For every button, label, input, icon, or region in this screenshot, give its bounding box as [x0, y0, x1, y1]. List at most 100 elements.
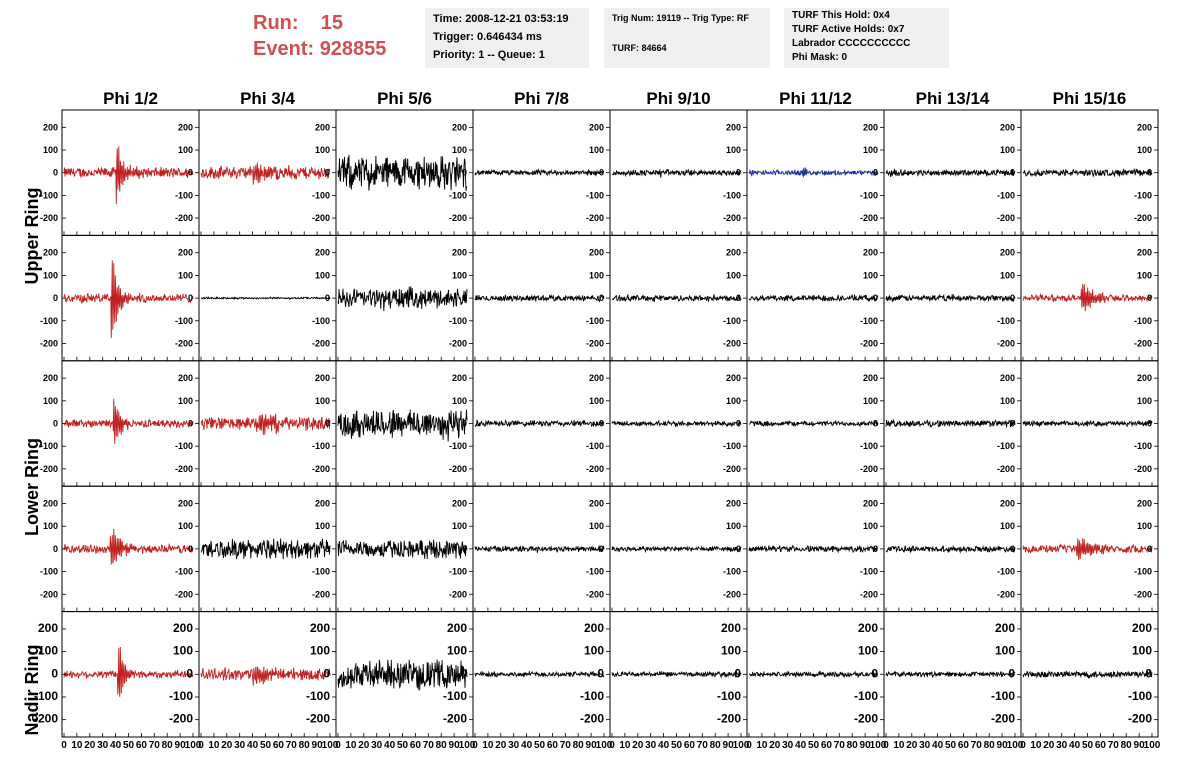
- y-tick-label: -100: [1134, 441, 1152, 451]
- y-tick-label-left: -200: [34, 712, 58, 726]
- x-tick-label: 10: [1030, 740, 1042, 751]
- x-tick-label: 50: [397, 740, 409, 751]
- y-tick-label: 0: [873, 168, 878, 178]
- y-tick-label: 200: [1137, 248, 1152, 258]
- waveform-trace: [337, 286, 468, 312]
- y-tick-label: -100: [997, 441, 1015, 451]
- y-tick-label: 100: [589, 396, 604, 406]
- y-tick-label-left: 0: [53, 544, 58, 554]
- y-tick-label: -100: [449, 567, 467, 577]
- y-tick-label: 100: [589, 270, 604, 280]
- x-tick-label: 20: [495, 740, 507, 751]
- y-tick-label: 0: [1010, 293, 1015, 303]
- time-line: Time: 2008-12-21 03:53:19: [433, 13, 569, 25]
- y-tick-label-left: 0: [53, 293, 58, 303]
- y-tick-label: -200: [580, 712, 604, 726]
- x-tick-label: 40: [1069, 740, 1081, 751]
- waveform-trace: [885, 544, 1016, 554]
- x-tick-label: 70: [834, 740, 846, 751]
- turf-line: TURF: 84664: [612, 43, 667, 53]
- x-tick-label: 70: [697, 740, 709, 751]
- y-tick-label: -200: [1134, 213, 1152, 223]
- run-label: Run:: [253, 12, 299, 34]
- y-tick-label: -100: [175, 567, 193, 577]
- waveform-trace: [474, 419, 605, 428]
- y-tick-label: 200: [310, 621, 330, 635]
- trigger-line: Trigger: 0.646434 ms: [433, 31, 542, 43]
- y-tick-label: 100: [1137, 521, 1152, 531]
- x-tick-label: 60: [1095, 740, 1107, 751]
- y-tick-label: -100: [312, 316, 330, 326]
- x-tick-label: 80: [299, 740, 311, 751]
- x-tick-label: 100: [459, 740, 476, 751]
- y-tick-label: 100: [726, 145, 741, 155]
- x-tick-label: 80: [710, 740, 722, 751]
- x-tick-label: 90: [586, 740, 598, 751]
- y-tick-label: -200: [991, 712, 1015, 726]
- y-tick-label-left: 200: [43, 373, 58, 383]
- y-tick-label: 0: [599, 544, 604, 554]
- y-tick-label: -100: [991, 689, 1015, 703]
- y-tick-label: -200: [723, 213, 741, 223]
- y-tick-label: 0: [188, 419, 193, 429]
- x-tick-label: 100: [870, 740, 887, 751]
- y-tick-label: -200: [723, 338, 741, 348]
- y-tick-label-left: -100: [34, 689, 58, 703]
- y-tick-label: -100: [723, 567, 741, 577]
- y-tick-label: 0: [599, 293, 604, 303]
- column-title: Phi 9/10: [646, 89, 710, 108]
- y-tick-label: -100: [586, 316, 604, 326]
- waveform-trace: [337, 659, 468, 691]
- x-tick-label: 20: [906, 740, 918, 751]
- y-tick-label: 0: [736, 168, 741, 178]
- y-tick-label: 200: [584, 621, 604, 635]
- y-tick-label: -100: [1134, 567, 1152, 577]
- y-tick-label: 0: [871, 666, 878, 680]
- y-tick-label: 0: [1147, 544, 1152, 554]
- y-tick-label: -200: [997, 338, 1015, 348]
- x-tick-label: 80: [162, 740, 174, 751]
- run-event-label: Run: 15 Event: 928855: [253, 10, 386, 62]
- x-tick-label: 50: [260, 740, 272, 751]
- x-tick-label: 10: [208, 740, 220, 751]
- x-tick-label: 20: [769, 740, 781, 751]
- y-tick-label: 0: [462, 168, 467, 178]
- y-tick-label: -200: [312, 589, 330, 599]
- x-tick-label: 20: [84, 740, 96, 751]
- y-tick-label: 200: [452, 499, 467, 509]
- y-tick-label: 100: [1137, 396, 1152, 406]
- x-tick-label: 60: [958, 740, 970, 751]
- y-tick-label: 200: [1000, 373, 1015, 383]
- waveform-trace: [885, 168, 1016, 178]
- x-tick-label: 70: [1108, 740, 1120, 751]
- y-tick-label: -100: [175, 441, 193, 451]
- waveform-trace: [749, 670, 879, 679]
- waveform-trace: [63, 146, 194, 205]
- column-title: Phi 1/2: [103, 89, 158, 108]
- y-tick-label: -100: [723, 316, 741, 326]
- y-tick-label: -100: [306, 689, 330, 703]
- y-tick-label: 100: [310, 644, 330, 658]
- y-tick-label: -200: [586, 464, 604, 474]
- y-tick-label: -100: [723, 190, 741, 200]
- y-tick-label: -200: [175, 213, 193, 223]
- y-tick-label: -200: [723, 464, 741, 474]
- row-title: Upper Ring: [22, 188, 42, 285]
- y-tick-label: -100: [997, 316, 1015, 326]
- x-tick-label: 30: [919, 740, 931, 751]
- x-tick-label: 10: [619, 740, 631, 751]
- y-tick-label-left: 0: [53, 168, 58, 178]
- x-tick-label: 30: [371, 740, 383, 751]
- x-tick-label: 40: [658, 740, 670, 751]
- y-tick-label: 200: [863, 499, 878, 509]
- y-tick-label: -200: [860, 338, 878, 348]
- waveform-trace: [1022, 669, 1153, 679]
- y-tick-label: -200: [997, 464, 1015, 474]
- y-tick-label: 100: [1000, 396, 1015, 406]
- x-tick-label: 0: [472, 740, 478, 751]
- waveform-trace: [1022, 283, 1153, 312]
- y-tick-label-left: 100: [43, 270, 58, 280]
- y-tick-label: -100: [854, 689, 878, 703]
- waveform-trace: [337, 539, 468, 560]
- y-tick-label: 100: [995, 644, 1015, 658]
